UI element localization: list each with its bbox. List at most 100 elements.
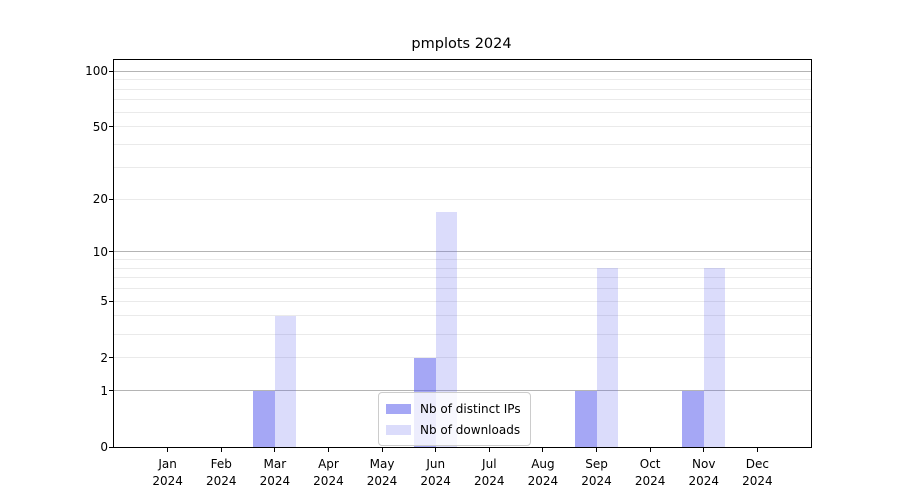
gridline-minor-90 [114, 79, 811, 81]
gridline-minor-40 [114, 144, 811, 146]
month-label: Sep [585, 457, 608, 471]
bar-mar-downloads [274, 315, 297, 447]
y-tick-label-10: 10 [92, 244, 108, 259]
gridline-minor-8 [114, 267, 811, 269]
month-label: Mar [263, 457, 287, 471]
month-label: Nov [692, 457, 716, 471]
x-tick-aug [542, 448, 544, 452]
legend-entry-distinct-ips: Nb of distinct IPs [386, 398, 521, 419]
month-label: Jul [482, 457, 497, 471]
bar-nov-distinct-ips [682, 390, 704, 447]
gridline-minor-50 [114, 126, 811, 128]
year-label: 2024 [313, 474, 344, 488]
legend-swatch-downloads [386, 424, 411, 435]
legend-label: Nb of distinct IPs [420, 401, 521, 416]
year-label: 2024 [688, 474, 720, 488]
y-tick-label-5: 5 [100, 294, 108, 309]
y-tick-label-20: 20 [92, 192, 108, 207]
legend-swatch-distinct-ips [386, 403, 411, 414]
x-tick-label-feb: Feb 2024 [191, 456, 251, 490]
gridline-minor-9 [114, 259, 811, 261]
gridline-minor-70 [114, 99, 811, 101]
bar-jun-downloads [435, 211, 458, 447]
month-label: May [369, 457, 395, 471]
x-tick-nov [703, 448, 705, 452]
y-tick-label-2: 2 [100, 350, 108, 365]
x-tick-label-sep: Sep 2024 [567, 456, 627, 490]
gridline-major-100 [114, 70, 811, 72]
x-tick-label-mar: Mar 2024 [245, 456, 305, 490]
legend: Nb of distinct IPs Nb of downloads [378, 392, 531, 446]
gridline-minor-60 [114, 111, 811, 113]
gridline-minor-4 [114, 315, 811, 317]
year-label: 2024 [205, 474, 237, 488]
x-tick-label-jan: Jan 2024 [138, 456, 198, 490]
gridline-minor-6 [114, 288, 811, 290]
month-label: Oct [639, 457, 661, 471]
gridline-minor-5 [114, 300, 811, 302]
month-label: Feb [210, 457, 232, 471]
bar-nov-downloads [703, 268, 726, 447]
gridline-minor-3 [114, 333, 811, 335]
x-tick-label-dec: Dec 2024 [727, 456, 787, 490]
year-label: 2024 [366, 474, 398, 488]
x-tick-label-jun: Jun 2024 [406, 456, 466, 490]
year-label: 2024 [634, 474, 666, 488]
y-tick-label-1: 1 [100, 383, 108, 398]
x-tick-may [381, 448, 383, 452]
x-tick-sep [596, 448, 598, 452]
y-tick-2 [109, 357, 113, 359]
gridline-minor-20 [114, 198, 811, 200]
x-tick-jan [167, 448, 169, 452]
x-tick-jun [435, 448, 437, 452]
x-tick-apr [327, 448, 329, 452]
plot-area: 0 1 2 5 10 20 50 100 Jan 2024 Feb 2024 Mar 2024 Apr 20… [85, 59, 812, 488]
y-tick-50 [109, 126, 113, 128]
x-tick-mar [274, 448, 276, 452]
x-tick-jul [488, 448, 490, 452]
year-label: 2024 [420, 474, 451, 488]
month-label: Jan [158, 457, 177, 471]
legend-entry-downloads: Nb of downloads [386, 419, 521, 440]
y-tick-label-100: 100 [85, 64, 108, 79]
month-label: Aug [531, 457, 555, 471]
year-label: 2024 [259, 474, 291, 488]
x-tick-dec [756, 448, 758, 452]
gridline-minor-80 [114, 88, 811, 90]
gridline-minor-7 [114, 277, 811, 279]
y-tick-10 [109, 251, 113, 253]
chart-title: pmplots 2024 [411, 36, 512, 52]
x-tick-label-may: May 2024 [352, 456, 412, 490]
y-tick-label-50: 50 [92, 119, 108, 134]
gridline-major-10 [114, 251, 811, 253]
x-tick-label-nov: Nov 2024 [674, 456, 734, 490]
gridline-minor-30 [114, 166, 811, 168]
bar-sep-downloads [596, 268, 618, 447]
x-tick-label-aug: Aug 2024 [513, 456, 573, 490]
year-label: 2024 [581, 474, 612, 488]
x-tick-label-apr: Apr 2024 [298, 456, 358, 490]
x-tick-label-jul: Jul 2024 [459, 456, 519, 490]
legend-label: Nb of downloads [420, 422, 521, 437]
month-label: Apr [318, 457, 339, 471]
y-tick-0 [109, 446, 113, 448]
y-tick-20 [109, 198, 113, 200]
x-tick-label-oct: Oct 2024 [620, 456, 680, 490]
year-label: 2024 [474, 474, 505, 488]
year-label: 2024 [527, 474, 559, 488]
month-label: Dec [745, 457, 769, 471]
year-label: 2024 [742, 474, 773, 488]
y-tick-5 [109, 300, 113, 302]
bar-mar-distinct-ips [253, 390, 275, 447]
y-tick-label-0: 0 [100, 440, 108, 454]
y-tick-1 [109, 390, 113, 392]
y-tick-100 [109, 70, 113, 72]
x-tick-feb [220, 448, 222, 452]
bar-sep-distinct-ips [575, 390, 597, 447]
gridline-major-1 [114, 390, 811, 392]
gridline-minor-2 [114, 357, 811, 359]
month-label: Jun [426, 457, 446, 471]
year-label: 2024 [152, 474, 183, 488]
x-tick-oct [649, 448, 651, 452]
